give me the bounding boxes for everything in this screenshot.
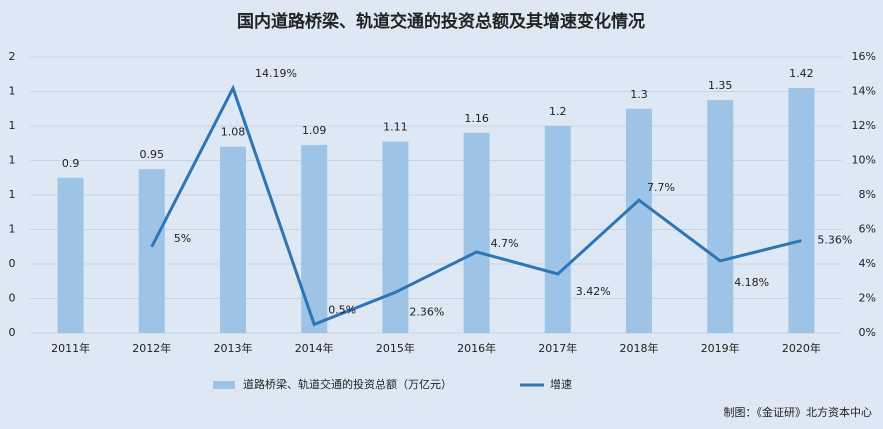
x-tick-label: 2020年 [782,341,821,355]
y2-tick-label: 2% [859,292,876,305]
y-tick-label: 0 [9,326,16,339]
x-tick-label: 2017年 [538,341,577,355]
legend-label: 道路桥梁、轨道交通的投资总额（万亿元） [243,377,452,391]
x-tick-label: 2018年 [620,341,659,355]
chart-title: 国内道路桥梁、轨道交通的投资总额及其增速变化情况 [237,11,645,32]
y2-tick-label: 16% [852,50,876,63]
bar-value-label: 0.95 [140,148,165,161]
y-tick-label: 0 [9,292,16,305]
bar [220,146,246,333]
bar [382,141,409,333]
bar [463,132,490,333]
x-tick-label: 2011年 [51,341,90,355]
x-tick-label: 2013年 [214,341,253,355]
line-value-label: 2.36% [409,305,444,318]
bar [138,169,165,333]
x-tick-label: 2012年 [132,341,171,355]
bar [57,177,84,333]
bar-value-label: 1.42 [789,67,814,80]
line-value-label: 0.5% [328,303,356,316]
bar-value-label: 1.11 [383,121,408,134]
y-tick-label: 1 [9,119,16,132]
bar [544,126,571,333]
legend-swatch [213,381,235,389]
legend-label: 增速 [550,377,572,391]
line [150,84,802,327]
y2-tick-label: 8% [859,188,876,201]
bar-value-label: 1.3 [630,88,648,101]
line-value-label: 5% [174,232,191,245]
line-value-label: 4.18% [734,276,769,289]
y-tick-label: 2 [9,50,16,63]
x-tick-label: 2014年 [295,341,334,355]
source: 制图：《金证研》北方资本中心 [724,405,873,419]
y2-tick-label: 4% [859,257,876,270]
bar [626,108,652,333]
y-tick-label: 1 [9,85,16,98]
x-tick-label: 2015年 [376,341,415,355]
bar-value-label: 0.9 [62,157,80,170]
bar-value-label: 1.16 [464,112,489,125]
y2-tick-label: 0% [859,326,876,339]
bar [788,88,815,333]
x-tick-label: 2019年 [701,341,740,355]
line-value-label: 14.19% [255,67,297,80]
y-tick-label: 1 [9,223,16,236]
line-value-label: 7.7% [647,181,675,194]
bar [301,144,328,333]
y2-tick-label: 14% [852,85,876,98]
line-value-label: 3.42% [576,285,611,298]
y2-tick-label: 12% [852,119,876,132]
y-tick-label: 1 [9,188,16,201]
bar [707,100,734,333]
bar-value-label: 1.09 [302,124,327,137]
y-tick-label: 0 [9,257,16,270]
y2-tick-label: 6% [859,223,876,236]
bar-value-label: 1.2 [549,105,567,118]
y2-tick-label: 10% [852,154,876,167]
line-value-label: 4.7% [491,237,519,250]
y-tick-label: 1 [9,154,16,167]
line-value-label: 5.36% [817,234,852,247]
bar-value-label: 1.08 [221,126,246,139]
bar-value-label: 1.35 [708,79,733,92]
x-tick-label: 2016年 [457,341,496,355]
